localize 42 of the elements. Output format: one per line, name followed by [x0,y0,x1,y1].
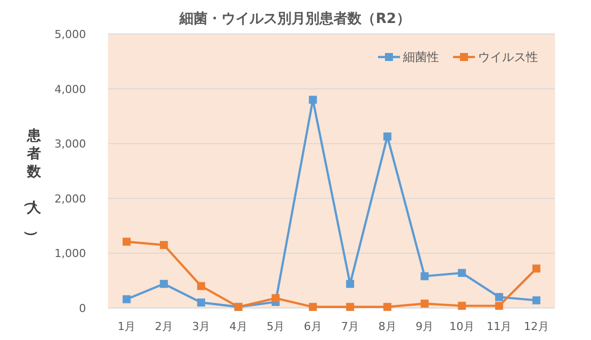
point [532,264,540,273]
point [383,302,392,311]
point [160,280,168,288]
point [308,96,317,104]
y-tick-label: 1,000 [54,247,86,260]
x-tick-label: 11月 [486,320,512,333]
x-tick-label: 5月 [266,320,285,333]
x-tick-label: 3月 [192,320,210,333]
x-tick-label: 12月 [524,320,549,333]
y-tick-label: 4,000 [54,82,86,96]
point [495,302,504,310]
point [420,272,429,280]
y-tick-label: 5,000 [54,28,86,41]
point [420,300,429,308]
point [346,280,354,288]
legend-label: 細菌性 [402,50,439,64]
x-tick-label: 9月 [416,320,434,333]
point [122,238,131,246]
point [160,240,168,249]
chart-title: 細菌・ウイルス別月別患者数（R2） [178,11,410,27]
x-tick-label: 7月 [341,320,360,333]
x-tick-label: 8月 [378,320,396,333]
x-tick-label: 10月 [449,320,474,333]
x-tick-label: 1月 [118,320,136,333]
point [495,293,504,302]
y-tick-label: 2,000 [54,192,86,206]
point [308,302,317,311]
point [122,295,131,304]
x-tick-label: 2月 [154,320,173,333]
point [458,268,466,277]
x-tick-label: 4月 [229,320,248,333]
point [197,282,206,290]
point [458,302,466,310]
point [532,296,540,304]
point [272,294,280,302]
point [197,298,206,307]
point [346,302,354,311]
point [383,132,392,140]
legend-label: ウイルス性 [478,50,538,64]
x-tick-label: 6月 [304,320,322,333]
y-tick-label: 3,000 [54,138,86,151]
y-tick-label: 0 [79,302,86,315]
